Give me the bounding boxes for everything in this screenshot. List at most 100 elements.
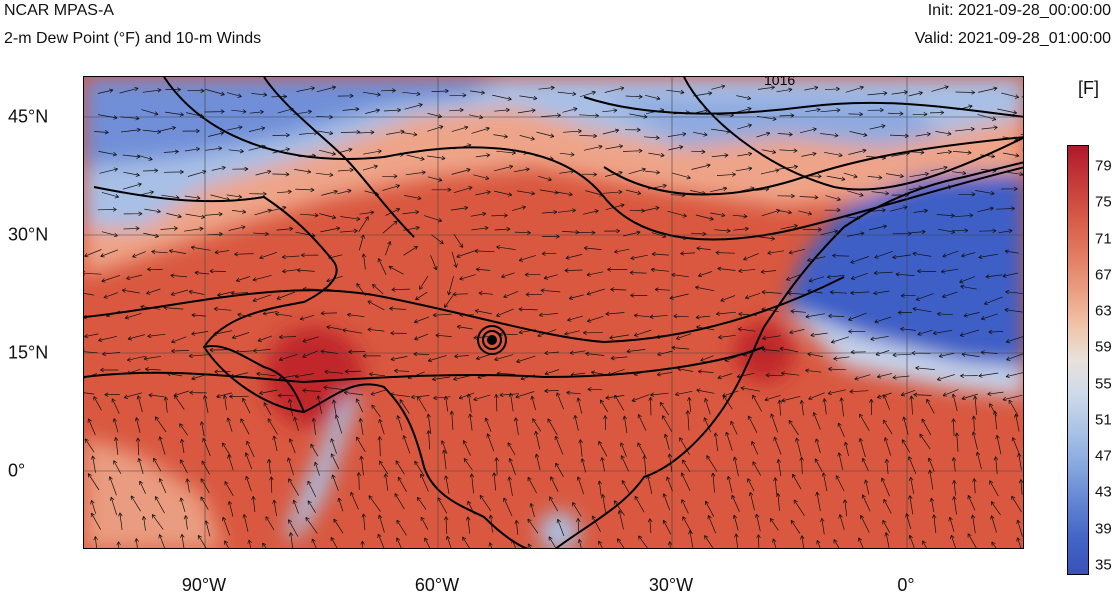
wind-arrow	[518, 255, 537, 262]
wind-arrow	[644, 94, 661, 101]
map-title: NCAR MPAS-A	[4, 2, 114, 19]
wind-arrow	[688, 530, 694, 548]
wind-arrow	[961, 393, 979, 401]
wind-arrow	[259, 251, 278, 260]
wind-arrow	[187, 169, 207, 177]
wind-arrow	[732, 514, 739, 531]
wind-arrow	[151, 249, 168, 255]
wind-arrow	[623, 230, 641, 237]
graticule	[84, 77, 1023, 548]
wind-arrow	[144, 208, 161, 214]
wind-arrow	[474, 248, 495, 254]
wind-arrow	[414, 333, 429, 341]
wind-arrow	[850, 349, 866, 355]
wind-arrow	[971, 415, 977, 432]
wind-arrow	[165, 87, 181, 92]
wind-arrow	[835, 475, 845, 492]
wind-arrow	[847, 190, 864, 197]
wind-arrow	[97, 88, 114, 94]
wind-arrow	[830, 336, 850, 344]
wind-arrow	[518, 329, 537, 335]
wind-arrow	[980, 154, 996, 159]
wind-arrow	[614, 248, 630, 254]
wind-arrow	[569, 350, 586, 355]
lat-label-15n: 15°N	[8, 342, 49, 363]
wind-arrow	[646, 475, 653, 494]
wind-arrow	[572, 502, 582, 517]
wind-arrow	[978, 253, 998, 260]
wind-arrow	[337, 497, 344, 512]
wind-arrow	[711, 153, 729, 158]
wind-arrow	[814, 438, 821, 454]
wind-arrow	[426, 430, 431, 450]
wind-arrow	[331, 399, 337, 417]
wind-arrow	[248, 144, 266, 151]
wind-arrow	[873, 270, 893, 276]
wind-arrow	[1001, 186, 1018, 192]
wind-arrow	[695, 315, 711, 320]
wind-arrow	[722, 395, 733, 410]
wind-arrow	[739, 186, 755, 192]
wind-arrow	[450, 205, 469, 211]
wind-arrow	[517, 108, 536, 114]
wind-arrow	[747, 415, 758, 433]
wind-arrow	[550, 476, 559, 492]
wind-arrow	[579, 90, 596, 98]
wind-arrow	[587, 387, 603, 392]
wind-arrow	[919, 433, 931, 450]
wind-arrow	[802, 227, 822, 232]
wind-arrow	[488, 514, 494, 533]
wind-arrow	[165, 111, 184, 117]
wind-arrow	[1004, 307, 1023, 313]
wind-arrow	[912, 111, 928, 117]
wind-arrow	[431, 376, 451, 382]
wind-arrow	[648, 152, 665, 158]
wind-arrow	[928, 469, 934, 490]
wind-arrow	[869, 124, 886, 130]
wind-arrow	[559, 169, 575, 174]
wind-arrow	[356, 472, 362, 490]
wind-arrow	[736, 107, 752, 113]
wind-arrow	[776, 87, 793, 93]
wind-arrow	[339, 228, 358, 234]
wind-arrow	[780, 371, 800, 376]
wind-arrow	[927, 457, 935, 472]
wind-arrow	[547, 418, 558, 436]
wind-arrow	[496, 308, 514, 317]
wind-arrow	[146, 288, 161, 295]
wind-arrow	[630, 293, 648, 298]
wind-arrow	[845, 85, 864, 93]
wind-arrow	[222, 394, 228, 411]
wind-arrow	[444, 475, 450, 494]
wind-arrow	[416, 496, 427, 510]
wind-arrow	[275, 311, 293, 317]
wind-arrow	[295, 187, 315, 193]
wind-arrow	[891, 90, 908, 95]
wind-arrow	[277, 189, 292, 194]
wind-arrow	[402, 435, 411, 454]
wind-arrow	[496, 371, 516, 376]
wind-arrow	[507, 476, 513, 497]
wind-arrow	[246, 440, 255, 458]
lon-label-60w: 60°W	[414, 575, 460, 595]
wind-arrow	[826, 274, 845, 280]
wind-arrow	[848, 148, 867, 155]
wind-arrow	[362, 91, 381, 97]
wind-arrow	[704, 535, 714, 548]
wind-arrow	[990, 501, 1001, 516]
wind-arrow	[343, 390, 364, 396]
wind-arrow	[402, 91, 421, 97]
wind-arrow	[715, 311, 737, 316]
wind-arrow	[265, 516, 275, 531]
wind-arrow	[765, 372, 783, 378]
wind-arrow	[805, 107, 821, 113]
wind-arrow	[761, 307, 779, 312]
wind-arrow	[182, 128, 200, 134]
wind-arrow	[204, 211, 223, 217]
wind-arrow	[277, 107, 294, 114]
wind-arrow	[951, 418, 956, 436]
wind-arrow	[459, 274, 476, 281]
wind-arrow	[631, 394, 650, 402]
wind-arrow	[537, 329, 557, 338]
wind-arrow	[437, 497, 448, 514]
